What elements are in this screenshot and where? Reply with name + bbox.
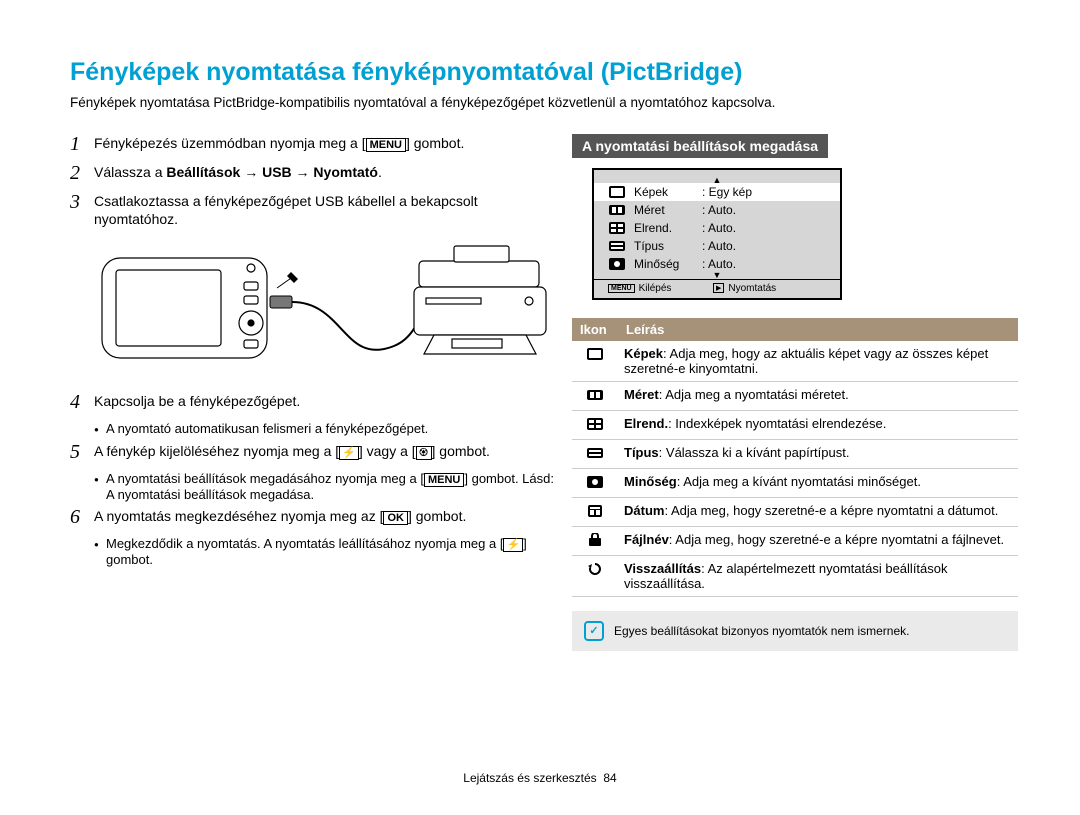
step-text: ] gombot. [406, 135, 464, 151]
step-number: 1 [70, 134, 94, 155]
step-number: 5 [70, 442, 94, 463]
table-row: Dátum: Adja meg, hogy szeretné-e a képre… [572, 497, 1018, 526]
row-icon [608, 221, 626, 235]
step-6-bullet: Megkezdődik a nyomtatás. A nyomtatás leá… [70, 536, 554, 569]
table-row: Visszaállítás: Az alapértelmezett nyomta… [572, 555, 1018, 596]
page-footer: Lejátszás és szerkesztés 84 [0, 771, 1080, 785]
row-icon [586, 562, 604, 579]
row-desc: Dátum: Adja meg, hogy szeretné-e a képre… [618, 497, 1018, 526]
table-row: Elrend.: Indexképek nyomtatási elrendezé… [572, 410, 1018, 439]
row-icon [586, 446, 604, 463]
menu-key: MENU [366, 138, 406, 152]
step-4: 4 Kapcsolja be a fényképezőgépet. [70, 392, 554, 413]
row-value: Auto. [702, 203, 736, 217]
step-3: 3 Csatlakoztassa a fényképezőgépet USB k… [70, 192, 554, 228]
row-label: Elrend. [634, 221, 702, 235]
step-text: A nyomtatás megkezdéséhez nyomja meg az … [94, 508, 383, 524]
row-value: Auto. [702, 221, 736, 235]
step-text: . [378, 164, 382, 180]
right-column: A nyomtatási beállítások megadása ▲ Képe… [572, 134, 1018, 651]
note-text: Egyes beállításokat bizonyos nyomtatók n… [614, 624, 909, 638]
lcd-screen: ▲ KépekEgy képMéretAuto.Elrend.Auto.Típu… [592, 168, 842, 300]
icon-table: Ikon Leírás Képek: Adja meg, hogy az akt… [572, 318, 1018, 597]
step-text: ] gombot. [408, 508, 466, 524]
intro-text: Fényképek nyomtatása PictBridge-kompatib… [70, 95, 1018, 110]
footer-print-label: Nyomtatás [728, 283, 776, 294]
step-number: 3 [70, 192, 94, 228]
screen-row: TípusAuto. [594, 237, 840, 255]
screen-row: Elrend.Auto. [594, 219, 840, 237]
note-icon: ✓ [584, 621, 604, 641]
flash-icon: ⚡ [339, 446, 359, 460]
step-number: 2 [70, 163, 94, 184]
table-row: Minőség: Adja meg a kívánt nyomtatási mi… [572, 468, 1018, 497]
menu-key: MENU [424, 473, 464, 487]
play-icon: ▶ [713, 283, 724, 293]
flash-icon: ⚡ [503, 538, 523, 552]
row-icon [608, 203, 626, 217]
row-icon [586, 347, 604, 364]
row-label: Minőség [634, 257, 702, 271]
step-2: 2 Válassza a Beállítások → USB → Nyomtat… [70, 163, 554, 184]
step-4-bullet: A nyomtató automatikusan felismeri a fén… [70, 421, 554, 437]
screen-row: MéretAuto. [594, 201, 840, 219]
table-row: Képek: Adja meg, hogy az aktuális képet … [572, 341, 1018, 382]
step-number: 4 [70, 392, 94, 413]
row-desc: Elrend.: Indexképek nyomtatási elrendezé… [618, 410, 1018, 439]
row-desc: Fájlnév: Adja meg, hogy szeretné-e a kép… [618, 526, 1018, 555]
row-desc: Típus: Válassza ki a kívánt papírtípust. [618, 439, 1018, 468]
row-icon [608, 257, 626, 271]
timer-icon: ♼ [416, 446, 432, 460]
row-icon [586, 475, 604, 492]
table-row: Típus: Válassza ki a kívánt papírtípust. [572, 439, 1018, 468]
row-icon [586, 417, 604, 434]
step-number: 6 [70, 507, 94, 528]
th-icon: Ikon [572, 318, 618, 341]
step-text: A fénykép kijelöléséhez nyomja meg a [ [94, 443, 339, 459]
row-value: Egy kép [702, 185, 752, 199]
step-path: Beállítások → USB → Nyomtató [166, 164, 378, 180]
row-icon [608, 185, 626, 199]
row-label: Típus [634, 239, 702, 253]
row-desc: Méret: Adja meg a nyomtatási méretet. [618, 381, 1018, 410]
row-label: Képek [634, 185, 702, 199]
camera-printer-illustration [94, 236, 554, 376]
step-text: Válassza a [94, 164, 166, 180]
footer-exit-label: Kilépés [639, 283, 672, 294]
row-desc: Minőség: Adja meg a kívánt nyomtatási mi… [618, 468, 1018, 497]
left-column: 1 Fényképezés üzemmódban nyomja meg a [M… [70, 134, 554, 651]
step-text: Csatlakoztassa a fényképezőgépet USB káb… [94, 192, 554, 228]
row-desc: Visszaállítás: Az alapértelmezett nyomta… [618, 555, 1018, 596]
screen-row: KépekEgy kép [594, 183, 840, 201]
step-1: 1 Fényképezés üzemmódban nyomja meg a [M… [70, 134, 554, 155]
page-title: Fényképek nyomtatása fényképnyomtatóval … [70, 58, 1018, 87]
step-text: Kapcsolja be a fényképezőgépet. [94, 392, 300, 413]
th-desc: Leírás [618, 318, 1018, 341]
step-text: ] vagy a [ [359, 443, 416, 459]
row-value: Auto. [702, 239, 736, 253]
row-icon [586, 504, 604, 521]
menu-key: MENU [608, 284, 635, 293]
ok-key: OK [383, 511, 408, 525]
table-row: Méret: Adja meg a nyomtatási méretet. [572, 381, 1018, 410]
row-value: Auto. [702, 257, 736, 271]
section-heading: A nyomtatási beállítások megadása [572, 134, 828, 158]
row-icon [608, 239, 626, 253]
row-label: Méret [634, 203, 702, 217]
step-5-bullet: A nyomtatási beállítások megadásához nyo… [70, 471, 554, 504]
row-icon [586, 533, 604, 550]
step-5: 5 A fénykép kijelöléséhez nyomja meg a [… [70, 442, 554, 463]
step-text: Fényképezés üzemmódban nyomja meg a [ [94, 135, 366, 151]
step-text: ] gombot. [432, 443, 490, 459]
table-row: Fájlnév: Adja meg, hogy szeretné-e a kép… [572, 526, 1018, 555]
note-box: ✓ Egyes beállításokat bizonyos nyomtatók… [572, 611, 1018, 651]
row-icon [586, 388, 604, 405]
row-desc: Képek: Adja meg, hogy az aktuális képet … [618, 341, 1018, 382]
step-6: 6 A nyomtatás megkezdéséhez nyomja meg a… [70, 507, 554, 528]
